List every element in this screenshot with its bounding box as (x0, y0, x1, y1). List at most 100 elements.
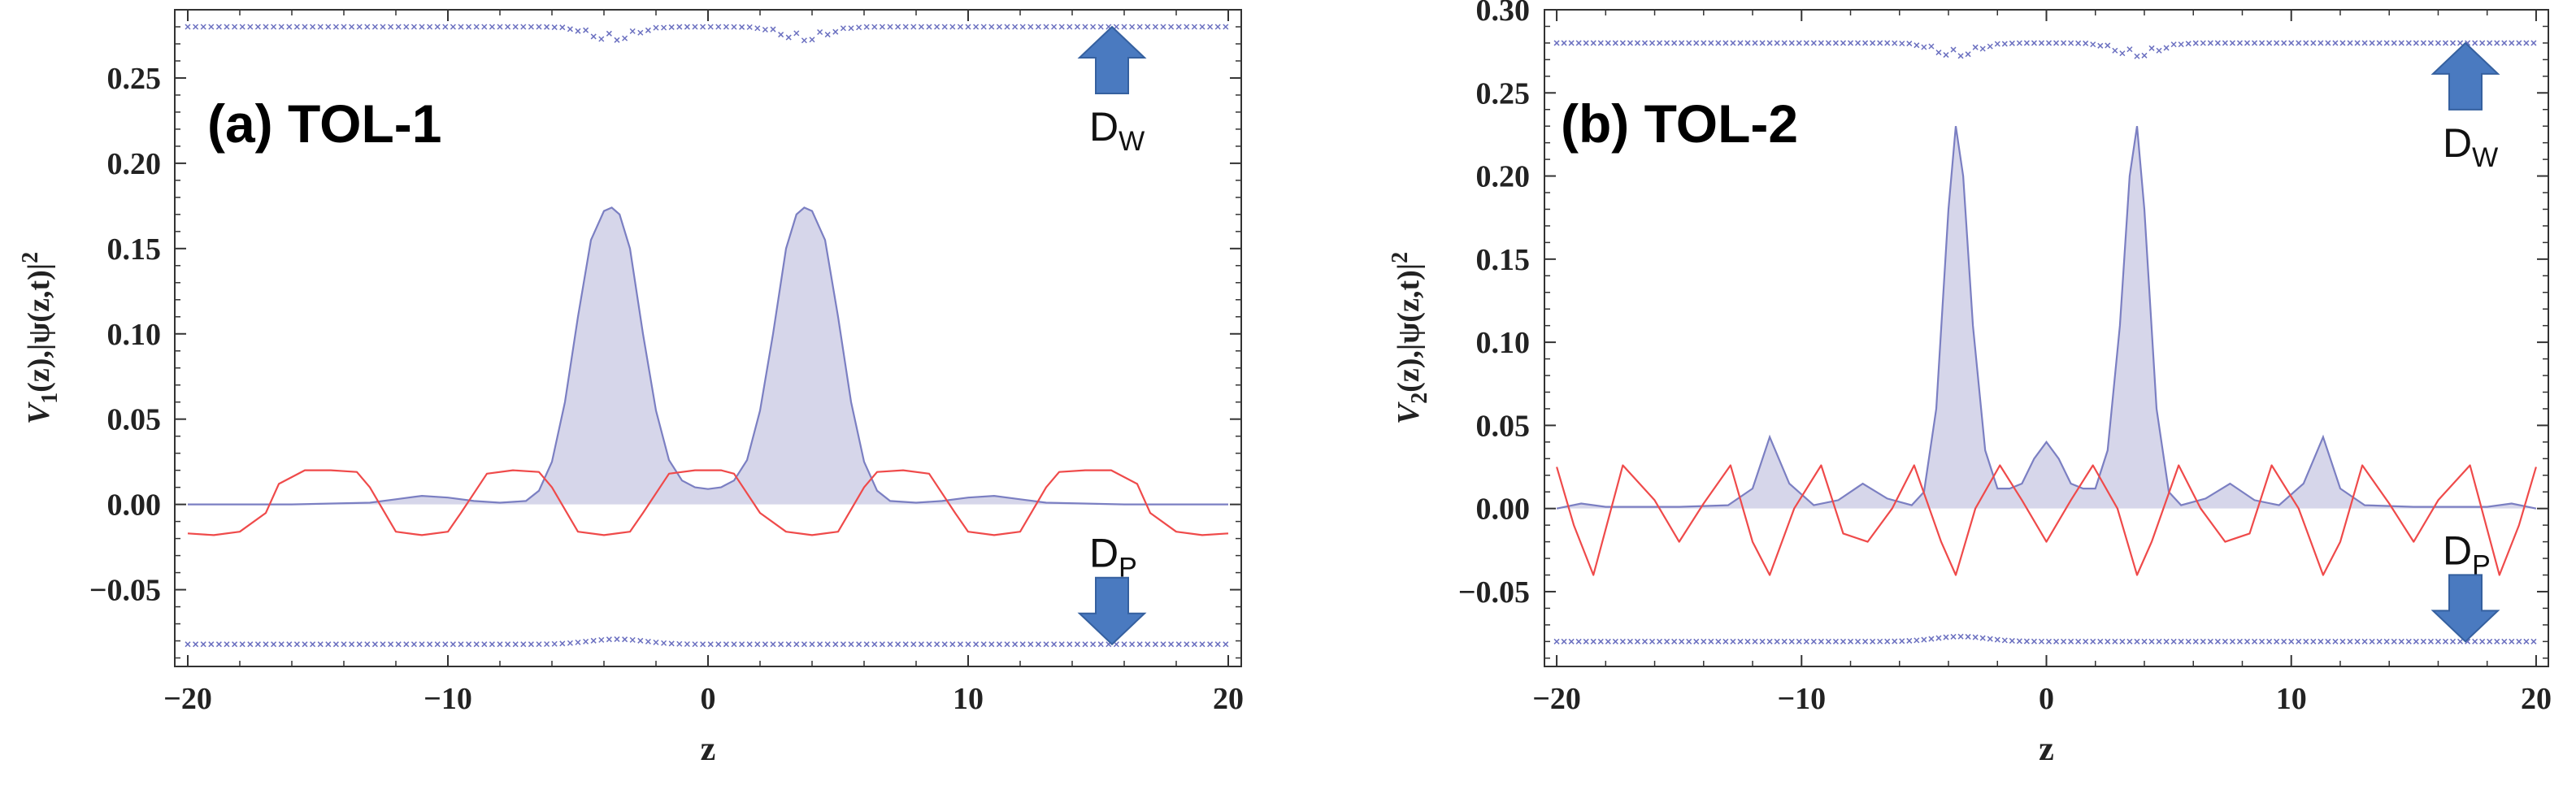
marker-point (1759, 638, 1766, 645)
marker-point (1957, 53, 1964, 59)
marker-point (2097, 42, 2104, 49)
marker-point (965, 641, 971, 648)
y-label-rest: (z),|ψ(z,t)| (1392, 263, 1426, 393)
marker-point (2361, 638, 2368, 645)
marker-point (2296, 40, 2302, 46)
marker-point (856, 24, 862, 31)
marker-point (2119, 50, 2126, 57)
marker-point (1605, 638, 1611, 645)
marker-point (1641, 40, 1649, 46)
marker-point (692, 24, 698, 30)
marker-point (2259, 638, 2265, 645)
marker-point (676, 24, 683, 30)
marker-point (1214, 641, 1221, 648)
marker-point (2479, 40, 2486, 46)
marker-point (637, 29, 644, 36)
marker-point (1184, 24, 1190, 30)
marker-point (2376, 40, 2383, 46)
y-tick-label: 0.20 (107, 147, 162, 181)
marker-point (793, 30, 800, 37)
marker-point (458, 24, 464, 30)
panel-title: (b) TOL-2 (1561, 93, 1798, 154)
marker-point (567, 26, 573, 33)
marker-point (489, 641, 495, 648)
marker-point (271, 641, 277, 648)
marker-point (1152, 24, 1158, 30)
marker-point (2009, 40, 2015, 46)
marker-point (1877, 638, 1883, 645)
marker-point (1810, 40, 1817, 46)
marker-point (2068, 40, 2074, 46)
marker-point (293, 24, 300, 30)
marker-point (2075, 40, 2082, 46)
marker-point (2207, 40, 2213, 46)
marker-point (2457, 638, 2464, 645)
marker-point (2016, 638, 2022, 645)
marker-point (614, 37, 620, 43)
marker-point (2141, 52, 2148, 59)
marker-point (1892, 40, 1898, 46)
marker-point (2347, 638, 2353, 645)
marker-point (2119, 638, 2126, 645)
marker-point (622, 636, 628, 643)
dw-label-sub: W (2472, 142, 2498, 173)
marker-point (1686, 40, 1692, 46)
marker-point (1641, 638, 1649, 645)
marker-point (1935, 50, 1942, 56)
marker-point (567, 640, 573, 646)
marker-point (1914, 42, 1920, 49)
marker-point (1803, 638, 1809, 645)
marker-point (1634, 40, 1640, 46)
marker-point (910, 24, 917, 30)
marker-point (1921, 44, 1927, 50)
marker-point (1619, 40, 1626, 46)
marker-point (583, 638, 589, 645)
marker-point (434, 641, 441, 648)
marker-point (466, 24, 472, 30)
marker-point (2207, 638, 2213, 645)
marker-point (1884, 638, 1891, 645)
marker-point (661, 24, 667, 31)
marker-point (707, 24, 714, 30)
marker-point (1810, 638, 1817, 645)
marker-point (2281, 40, 2287, 46)
marker-point (1722, 40, 1729, 46)
marker-point (293, 641, 300, 648)
marker-point (1950, 633, 1957, 640)
marker-point (910, 641, 917, 648)
marker-point (2472, 638, 2478, 645)
marker-point (684, 24, 690, 30)
marker-point (2045, 40, 2053, 46)
marker-point (1597, 638, 1604, 645)
marker-point (317, 24, 324, 30)
marker-point (2281, 638, 2287, 645)
marker-point (2339, 638, 2346, 645)
dp-label: DP (2443, 527, 2491, 580)
marker-point (629, 636, 636, 643)
marker-point (2061, 638, 2067, 645)
marker-point (832, 28, 839, 35)
marker-point (1906, 637, 1913, 644)
marker-point (2413, 40, 2419, 46)
marker-point (622, 35, 628, 41)
marker-point (863, 24, 870, 30)
marker-point (1590, 40, 1596, 46)
marker-point (770, 641, 776, 648)
x-tick-label: −20 (1532, 682, 1581, 716)
marker-point (332, 641, 339, 648)
marker-point (1987, 636, 1993, 642)
marker-point (653, 24, 659, 31)
marker-point (403, 641, 410, 648)
marker-point (2068, 638, 2074, 645)
marker-point (895, 641, 901, 648)
marker-point (1708, 638, 1714, 645)
marker-point (2252, 40, 2258, 46)
marker-point (731, 641, 737, 648)
marker-point (380, 24, 386, 30)
marker-point (731, 24, 737, 30)
marker-point (200, 641, 206, 648)
marker-point (2303, 638, 2309, 645)
marker-point (1129, 641, 1136, 648)
panel-b: −20 −10 0 10 20 −0.05 0.00 0.05 0.10 0.15 0.20 0.25… (1388, 0, 2552, 768)
